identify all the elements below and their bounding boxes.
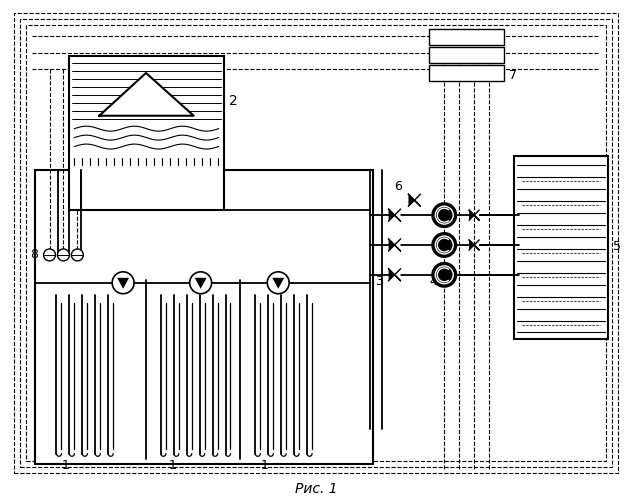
Circle shape	[432, 263, 456, 287]
Polygon shape	[195, 278, 207, 289]
Polygon shape	[389, 269, 394, 281]
Polygon shape	[474, 210, 479, 220]
Bar	[26, 25, 606, 461]
Bar	[70, 56, 224, 210]
Circle shape	[435, 206, 453, 224]
Text: 1: 1	[260, 459, 268, 472]
Polygon shape	[408, 194, 415, 206]
Polygon shape	[394, 209, 401, 221]
Bar	[429, 29, 504, 45]
Polygon shape	[272, 278, 284, 289]
Text: 2: 2	[229, 94, 237, 108]
Polygon shape	[394, 239, 401, 251]
Polygon shape	[389, 209, 394, 221]
Polygon shape	[469, 210, 474, 220]
Text: 6: 6	[394, 180, 403, 193]
Polygon shape	[415, 194, 420, 206]
Text: Рис. 1: Рис. 1	[295, 482, 337, 496]
Circle shape	[435, 266, 453, 284]
Circle shape	[432, 233, 456, 257]
Text: 8: 8	[30, 249, 38, 261]
Polygon shape	[394, 269, 401, 281]
Circle shape	[58, 249, 70, 261]
Circle shape	[44, 249, 56, 261]
Text: 1: 1	[169, 459, 177, 472]
Text: 7: 7	[509, 69, 517, 82]
Circle shape	[435, 236, 453, 254]
Bar	[429, 65, 504, 81]
Bar	[514, 156, 609, 339]
Text: 3: 3	[375, 275, 382, 288]
Circle shape	[432, 203, 456, 227]
Polygon shape	[469, 240, 474, 250]
Bar	[35, 171, 373, 464]
Text: 4: 4	[429, 275, 437, 288]
Circle shape	[190, 272, 212, 294]
Bar	[429, 47, 504, 63]
Polygon shape	[389, 239, 394, 251]
Polygon shape	[474, 240, 479, 250]
Circle shape	[71, 249, 83, 261]
Polygon shape	[99, 73, 193, 116]
Text: 5: 5	[613, 241, 621, 253]
Circle shape	[112, 272, 134, 294]
Circle shape	[267, 272, 289, 294]
Text: 1: 1	[61, 459, 70, 472]
Polygon shape	[117, 278, 129, 289]
